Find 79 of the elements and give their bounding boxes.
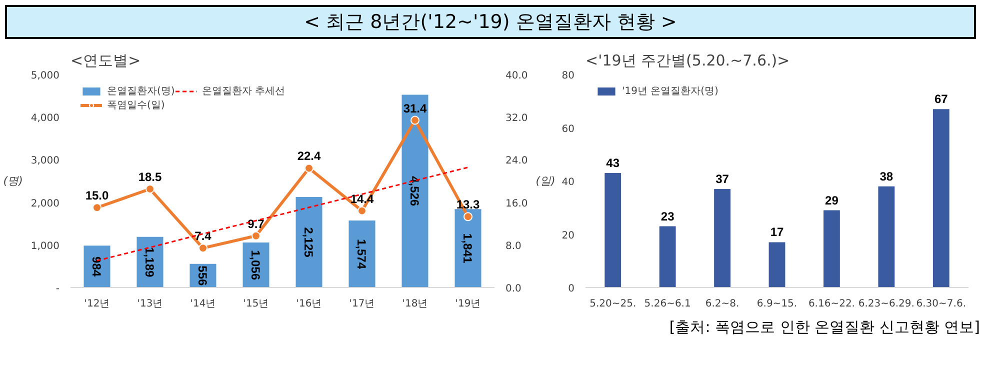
point — [464, 212, 472, 222]
y2-axis-title: (일) — [536, 174, 556, 188]
data-label: 38 — [880, 169, 894, 184]
y-tick-label: - — [56, 284, 60, 294]
data-label: 2,125 — [302, 227, 316, 258]
point — [358, 206, 366, 216]
x-tick-label: '13년 — [137, 298, 163, 310]
legend-label: 온열질환자 추세선 — [202, 85, 285, 98]
x-tick-label: '16년 — [296, 298, 322, 310]
y-tick-label: 20 — [562, 230, 575, 242]
x-tick-label: '15년 — [243, 298, 269, 310]
chart-title: <'19년 주간별(5.20.~7.6.)> — [586, 52, 790, 70]
data-label: 17 — [770, 225, 784, 240]
bar — [878, 186, 895, 288]
x-tick-label: 6.23~6.29. — [858, 298, 914, 310]
x-tick-label: '19년 — [455, 298, 481, 310]
bar — [348, 220, 376, 288]
data-label: 43 — [606, 156, 620, 170]
bar — [296, 196, 322, 288]
y2-tick-label: 0.0 — [506, 284, 522, 294]
point — [304, 164, 314, 173]
y2-tick-label: 40.0 — [506, 70, 528, 82]
y-tick-label: 3,000 — [30, 156, 60, 167]
bar — [932, 109, 950, 288]
point — [252, 231, 260, 240]
bar — [454, 209, 482, 288]
y2-tick-label: 32.0 — [506, 113, 528, 124]
data-label: 18.5 — [138, 170, 162, 184]
bar — [402, 94, 428, 288]
bar — [659, 226, 676, 288]
data-label: 1,841 — [460, 233, 474, 264]
text: [출처: 폭염으로 인한 온열질환 신고현황 연보] — [669, 317, 980, 338]
data-label: 1,056 — [248, 250, 262, 280]
bar — [604, 173, 622, 288]
y-tick-label: 2,000 — [30, 198, 60, 210]
point — [198, 244, 208, 253]
data-label: 37 — [716, 172, 730, 186]
x-tick-label: '14년 — [190, 298, 216, 310]
y-tick-label: 80 — [562, 70, 575, 82]
y-tick-label: 5,000 — [30, 70, 60, 82]
data-label: 22.4 — [297, 149, 322, 164]
data-label: 23 — [660, 209, 675, 224]
point — [410, 116, 420, 125]
bar — [768, 242, 786, 288]
data-label: 31.4 — [403, 101, 428, 116]
point — [92, 203, 102, 212]
y2-tick-label: 8.0 — [506, 240, 522, 252]
y-axis-title: (명) — [3, 174, 23, 188]
x-tick-label: '12년 — [84, 298, 110, 310]
data-label: 15.0 — [85, 188, 110, 203]
y-tick-label: 60 — [562, 124, 575, 135]
data-label: 556 — [196, 266, 210, 286]
x-tick-label: '17년 — [349, 298, 375, 310]
bar — [714, 188, 730, 288]
data-label: 4,526 — [408, 176, 422, 206]
x-tick-label: 6.9~15. — [756, 298, 798, 310]
x-tick-label: 5.20~25. — [590, 298, 636, 310]
x-tick-label: 6.16~22. — [808, 298, 856, 310]
y-tick-label: 40 — [562, 177, 575, 188]
chart-subtitle: <연도별> — [70, 52, 141, 70]
data-label: 29 — [825, 193, 839, 208]
y-tick-label: 1,000 — [30, 240, 60, 252]
data-label: 1,574 — [354, 238, 368, 270]
x-tick-label: 6.2~8. — [705, 298, 740, 310]
data-label: 67 — [934, 92, 948, 106]
y-tick-label: 4,000 — [30, 113, 60, 124]
legend-label: 온열질환자(명) — [107, 85, 175, 98]
y2-tick-label: 24.0 — [506, 156, 528, 167]
legend-label: '19년 온열질환자(명) — [622, 85, 718, 98]
legend-label: 폭염일수(일) — [107, 99, 165, 112]
chart-title: < 최근 8년간('12~'19) 온열질환자 현황 > — [304, 10, 677, 35]
data-label: 1,189 — [142, 247, 156, 278]
bar — [824, 210, 840, 288]
x-tick-label: 5.26~6.1 — [644, 298, 691, 310]
y2-tick-label: 16.0 — [506, 198, 528, 210]
x-tick-label: 6.30~7.6. — [916, 298, 966, 310]
data-label: 984 — [90, 256, 104, 277]
y-tick-label: 0 — [568, 284, 575, 294]
x-tick-label: '18년 — [402, 298, 428, 310]
